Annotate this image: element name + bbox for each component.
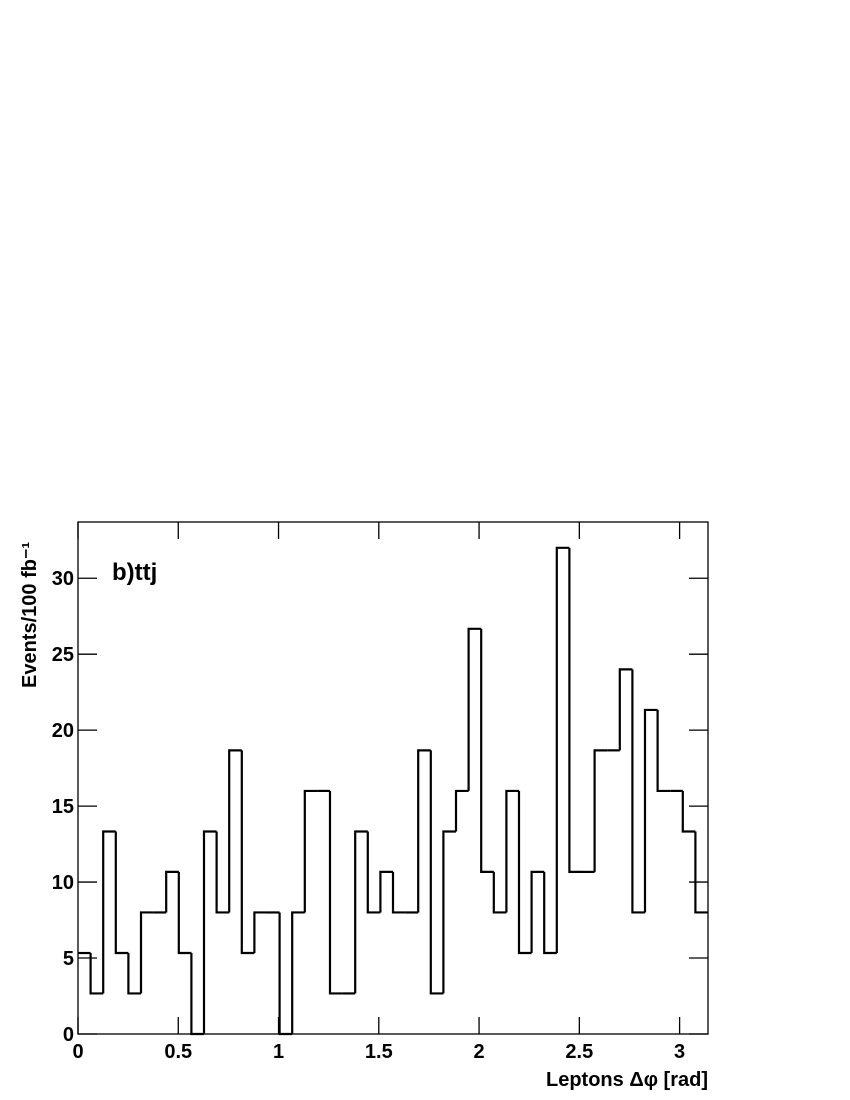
histogram-bin <box>530 870 545 954</box>
histogram-bin <box>631 669 645 914</box>
histogram-bin <box>643 708 658 913</box>
histogram-bin <box>417 749 431 913</box>
histogram-bin <box>328 790 343 995</box>
x-tick-label: 0.5 <box>164 1041 192 1063</box>
histogram-bin <box>568 547 583 873</box>
histogram-bin <box>114 831 129 955</box>
histogram-bin <box>593 749 608 872</box>
histogram-bin <box>454 789 469 832</box>
histogram-bin <box>253 911 268 954</box>
histogram-bin <box>379 870 393 913</box>
y-axis-label: Events/100 fb⁻¹ <box>19 541 41 688</box>
histogram-bin <box>517 790 532 955</box>
x-tick-label: 0 <box>72 1041 83 1063</box>
y-tick-label: 10 <box>52 872 74 894</box>
plot-frame <box>77 521 709 1035</box>
histogram-bin <box>240 750 255 955</box>
histogram-bin <box>681 790 696 833</box>
y-tick-label: 25 <box>52 644 74 666</box>
histogram-bin <box>89 953 104 995</box>
histogram-bin <box>228 749 242 913</box>
histogram-bin <box>543 871 557 955</box>
histogram-bin <box>429 750 444 995</box>
histogram-bin <box>492 871 507 914</box>
histogram-bin <box>190 953 204 1036</box>
annotation: b)ttj <box>112 559 157 586</box>
histogram-bin <box>202 830 217 1034</box>
x-tick-label: 1 <box>273 1041 284 1063</box>
histogram-bin <box>618 668 633 751</box>
histogram-bin <box>694 831 708 914</box>
histogram-bin <box>442 830 457 994</box>
histogram-bin <box>391 871 406 914</box>
x-axis-label: Leptons Δφ [rad] <box>546 1069 708 1091</box>
histogram-bin <box>139 911 154 994</box>
histogram-bin <box>467 627 482 791</box>
histogram-bin <box>127 953 142 995</box>
histogram-bin <box>354 830 368 994</box>
histogram-bin <box>291 911 305 1034</box>
histogram-bin <box>102 830 116 994</box>
histogram-bin <box>303 789 318 913</box>
x-tick-label: 2.5 <box>565 1041 593 1063</box>
y-tick-label: 20 <box>52 720 74 742</box>
x-tick-label: 3 <box>674 1041 685 1063</box>
histogram-bin <box>165 870 179 913</box>
histogram-bin <box>555 546 570 954</box>
histogram-bin <box>480 628 494 873</box>
histogram-bin <box>215 831 230 914</box>
x-tick-label: 1.5 <box>365 1041 393 1063</box>
y-tick-label: 5 <box>63 948 74 970</box>
histogram-bin <box>505 789 519 913</box>
y-tick-label: 15 <box>52 796 74 818</box>
y-tick-label: 0 <box>63 1024 74 1046</box>
histogram-bin <box>656 709 671 793</box>
histogram-bin <box>366 831 381 914</box>
x-tick-label: 2 <box>474 1041 485 1063</box>
histogram-bin <box>177 871 192 955</box>
y-tick-label: 30 <box>52 568 74 590</box>
histogram-bin <box>278 912 293 1036</box>
